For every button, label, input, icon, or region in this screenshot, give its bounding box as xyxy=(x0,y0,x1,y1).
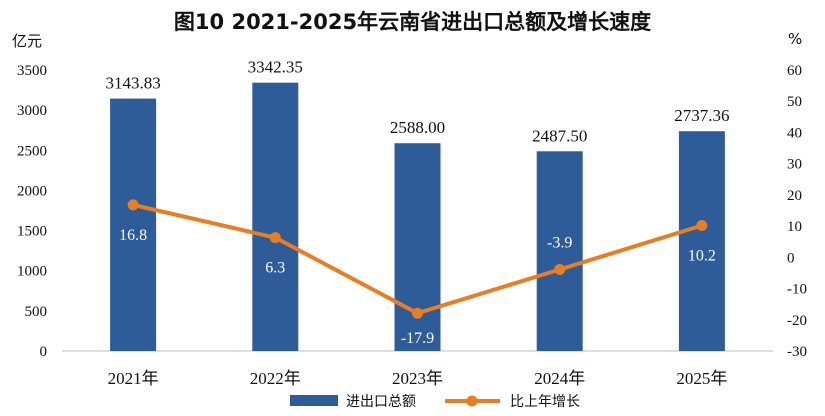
bar-value-label-2: 2588.00 xyxy=(390,118,445,137)
growth-point-2 xyxy=(412,307,423,319)
growth-point-3 xyxy=(554,264,566,276)
right-tick-label-4: 10 xyxy=(787,219,802,235)
growth-point-4 xyxy=(696,219,708,231)
right-tick-label-8: 50 xyxy=(787,94,802,110)
chart-title: 图10 2021-2025年云南省进出口总额及增长速度 xyxy=(173,10,652,34)
growth-value-label-1: 6.3 xyxy=(265,260,285,277)
right-axis-unit: % xyxy=(788,30,803,48)
right-tick-label-0: -30 xyxy=(787,344,807,360)
category-label-1: 2022年 xyxy=(250,369,301,388)
category-label-3: 2024年 xyxy=(534,369,585,388)
legend-bar-label: 进出口总额 xyxy=(346,394,416,410)
right-tick-label-3: 0 xyxy=(787,250,795,266)
bar-3 xyxy=(536,151,583,351)
growth-value-label-4: 10.2 xyxy=(688,247,716,264)
left-tick-label-2: 1000 xyxy=(17,264,47,280)
left-tick-label-0: 0 xyxy=(40,344,48,360)
left-tick-label-4: 2000 xyxy=(17,183,47,199)
growth-value-label-3: -3.9 xyxy=(547,235,572,252)
legend-bar-swatch xyxy=(290,395,338,406)
left-axis-unit: 亿元 xyxy=(12,32,43,50)
bar-value-label-1: 3342.35 xyxy=(248,58,303,77)
bar-value-label-3: 2487.50 xyxy=(532,126,587,145)
right-tick-label-7: 40 xyxy=(787,125,802,141)
bar-4 xyxy=(678,131,725,351)
growth-value-label-0: 16.8 xyxy=(119,227,147,244)
bar-0 xyxy=(110,98,157,351)
growth-point-1 xyxy=(269,232,281,244)
left-tick-label-6: 3000 xyxy=(17,103,47,119)
right-tick-label-2: -10 xyxy=(787,282,807,298)
left-tick-label-7: 3500 xyxy=(17,63,47,79)
bar-value-label-0: 3143.83 xyxy=(105,74,160,93)
left-tick-label-1: 500 xyxy=(25,304,48,320)
left-tick-label-3: 1500 xyxy=(17,224,47,240)
legend-line-label: 比上年增长 xyxy=(510,394,580,410)
left-tick-label-5: 2500 xyxy=(17,143,47,159)
growth-point-0 xyxy=(127,199,139,211)
right-tick-label-5: 20 xyxy=(787,188,802,204)
bar-value-label-4: 2737.36 xyxy=(674,106,729,125)
legend-line-marker xyxy=(466,395,478,407)
bar-1 xyxy=(252,82,299,351)
right-tick-label-9: 60 xyxy=(787,63,802,79)
right-tick-label-6: 30 xyxy=(787,157,802,173)
growth-value-label-2: -17.9 xyxy=(401,330,434,347)
right-tick-label-1: -20 xyxy=(787,313,807,329)
category-label-4: 2025年 xyxy=(676,369,727,388)
category-label-0: 2021年 xyxy=(108,369,159,388)
bar-2 xyxy=(394,143,441,351)
category-label-2: 2023年 xyxy=(392,369,443,388)
